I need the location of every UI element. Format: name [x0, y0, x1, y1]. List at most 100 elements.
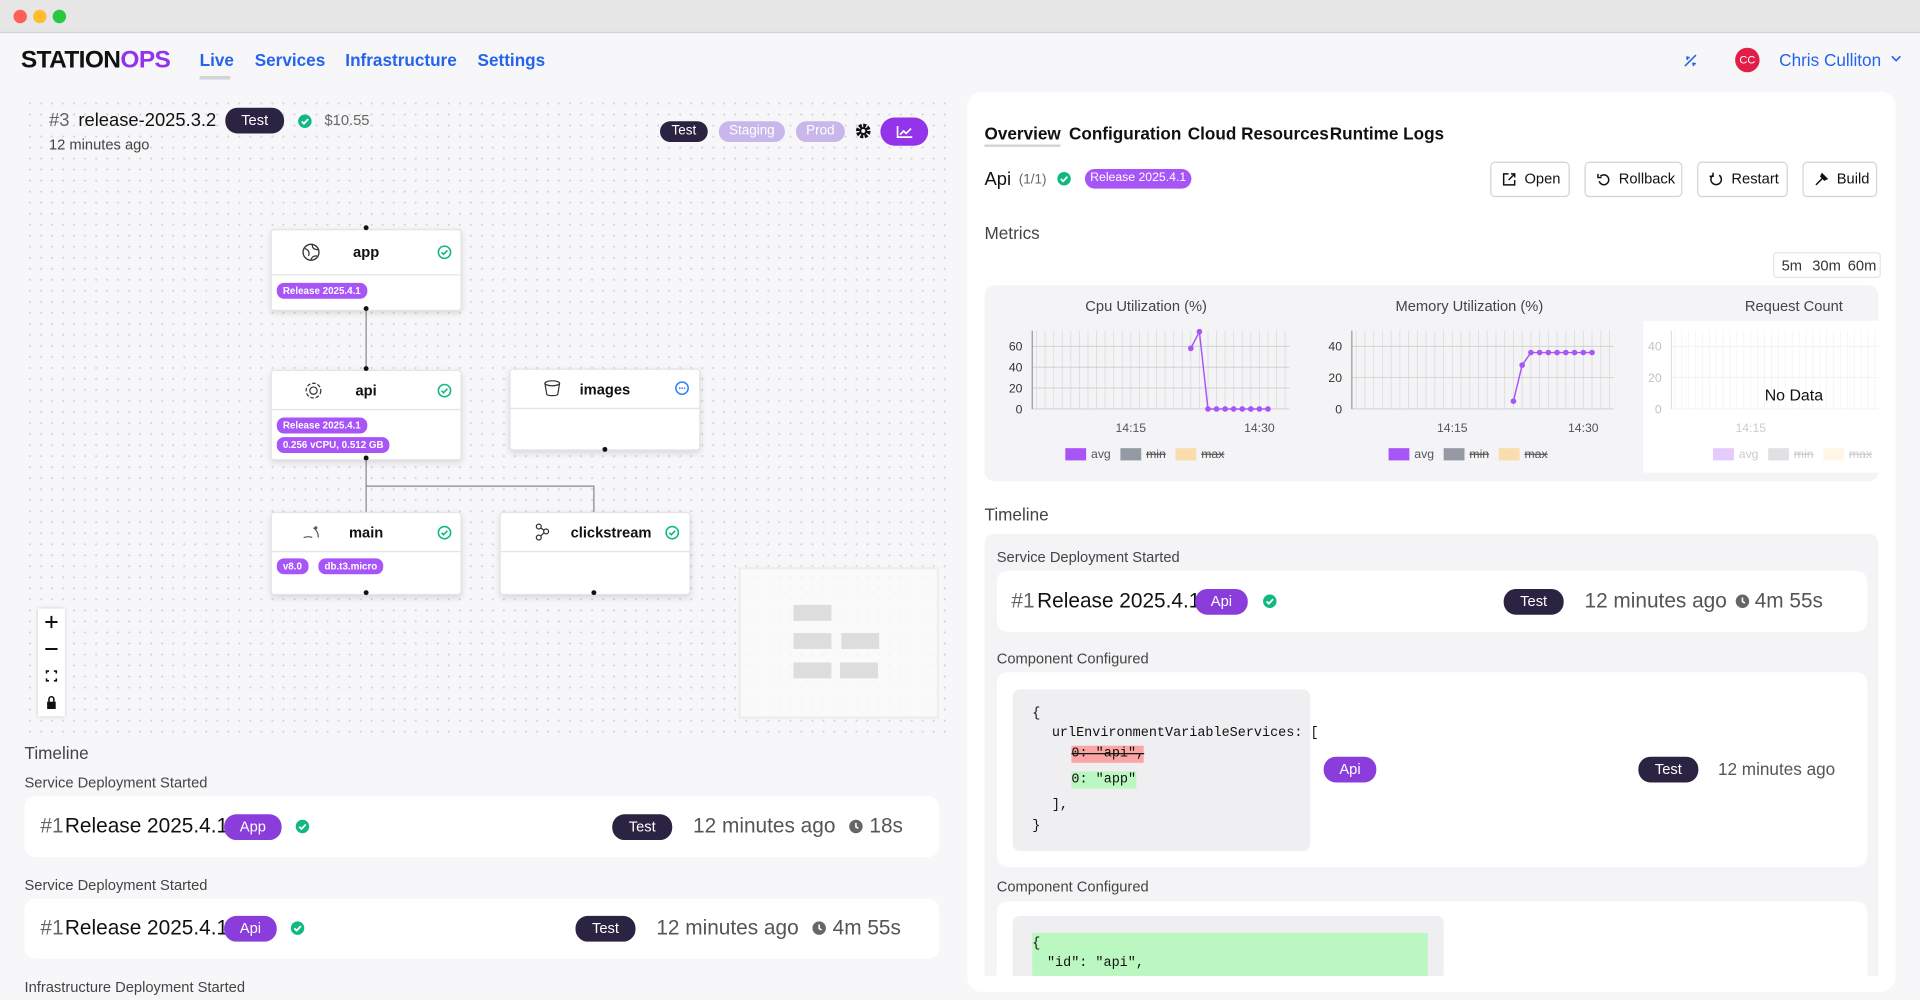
- button-label: Restart: [1731, 170, 1779, 188]
- data-point: [1213, 406, 1220, 412]
- range-option[interactable]: 60m: [1847, 257, 1877, 275]
- event-card[interactable]: #1 Release 2025.4.1 Api Test 12 minutes …: [24, 898, 940, 959]
- minimap[interactable]: [738, 566, 940, 719]
- env-filter[interactable]: Test: [660, 121, 708, 143]
- node-label: main: [348, 524, 384, 542]
- title-bar: [0, 0, 1920, 34]
- y-tick-label: 60: [1009, 340, 1023, 354]
- node-icon: [302, 243, 320, 261]
- theme-icon[interactable]: [1682, 53, 1698, 69]
- data-point: [1256, 406, 1263, 412]
- service-node[interactable]: api Release 2025.4.1 0.256 vCPU, 0.512 G…: [270, 369, 462, 461]
- graph-edges: [365, 308, 595, 514]
- node-label: app: [353, 243, 380, 261]
- event-card[interactable]: #1 Release 2025.4.1 Api Test 12 minutes …: [996, 570, 1868, 632]
- event-card[interactable]: #1 Release 2025.4.1 App Test 12 minutes …: [24, 795, 940, 858]
- zoom-controls: [37, 608, 65, 717]
- logo[interactable]: STATIONOPS: [21, 46, 171, 75]
- node-icon: [535, 523, 550, 541]
- x-tick-label: 14:15: [1116, 421, 1147, 435]
- nav-link[interactable]: Live: [199, 50, 234, 70]
- zoom-in[interactable]: [38, 609, 65, 636]
- status-pending-icon: [675, 381, 689, 396]
- button-label: Build: [1836, 170, 1870, 188]
- data-point: [1563, 349, 1569, 356]
- tab[interactable]: Runtime Logs: [1329, 123, 1445, 144]
- edge: [365, 308, 595, 514]
- status-ok-icon: [665, 525, 680, 540]
- legend-label: max: [1201, 447, 1224, 461]
- minimize-dot[interactable]: [33, 9, 47, 24]
- nav-link[interactable]: Settings: [477, 50, 546, 70]
- event-card[interactable]: { "id": "api",: [996, 901, 1868, 976]
- logo-accent: OPS: [120, 46, 171, 74]
- minimap-node: [793, 604, 832, 621]
- nav-link[interactable]: Services: [254, 50, 326, 70]
- range-option[interactable]: 30m: [1812, 257, 1841, 275]
- env-filter[interactable]: Staging: [718, 121, 785, 143]
- tab[interactable]: Configuration: [1068, 123, 1182, 144]
- legend-label: max: [1524, 447, 1547, 461]
- build-button[interactable]: Build: [1802, 161, 1878, 198]
- open-button[interactable]: Open: [1490, 161, 1570, 198]
- env-filter[interactable]: Prod: [795, 121, 845, 143]
- nav-link[interactable]: Infrastructure: [345, 50, 457, 70]
- data-point: [1554, 349, 1560, 356]
- close-dot[interactable]: [13, 9, 27, 24]
- timeline-title: Timeline: [24, 743, 89, 763]
- zoom-dot[interactable]: [52, 9, 67, 24]
- range-option[interactable]: 5m: [1781, 257, 1803, 275]
- chart-title: Memory Utilization (%): [1396, 299, 1544, 315]
- legend-label: avg: [1739, 447, 1759, 461]
- tab[interactable]: Cloud Resources: [1187, 123, 1329, 144]
- port: [363, 225, 369, 231]
- y-tick-label: 20: [1009, 381, 1023, 395]
- status-ok-icon: [437, 245, 452, 260]
- user-menu-chevron[interactable]: [1891, 55, 1902, 62]
- open-icon: [1502, 173, 1516, 186]
- event-heading: Service Deployment Started: [24, 773, 208, 792]
- code-line: "id": "api",: [1046, 956, 1144, 972]
- x-tick-label: 14:15: [1735, 421, 1766, 435]
- event-card[interactable]: { urlEnvironmentVariableServices: [ 0: "…: [996, 672, 1868, 867]
- avatar[interactable]: CC: [1735, 47, 1760, 73]
- lock-view[interactable]: [38, 689, 65, 716]
- event-heading: Component Configured: [996, 877, 1149, 896]
- node-label: api: [355, 382, 377, 400]
- legend-swatch: [1388, 448, 1410, 461]
- service-node[interactable]: images: [509, 368, 701, 451]
- node-header: [510, 370, 700, 409]
- minimap-node: [793, 633, 832, 649]
- data-point: [1265, 406, 1271, 412]
- env-badge: Test: [575, 915, 636, 942]
- restart-button[interactable]: Restart: [1697, 161, 1788, 198]
- metrics-toggle[interactable]: [880, 117, 929, 146]
- settings-gear[interactable]: [855, 122, 872, 139]
- service-badge: Api: [224, 915, 277, 942]
- tab[interactable]: Overview: [984, 123, 1061, 144]
- zoom-out[interactable]: [38, 636, 65, 663]
- data-point: [1510, 398, 1517, 404]
- node-icon: [303, 526, 319, 539]
- x-tick-label: 14:30: [1568, 421, 1599, 435]
- data-point: [1222, 406, 1228, 412]
- fit-view[interactable]: [38, 662, 65, 689]
- data-point: [1580, 349, 1587, 356]
- rollback-button[interactable]: Rollback: [1584, 161, 1683, 198]
- status-ok-icon: [437, 383, 452, 398]
- event-heading: Component Configured: [996, 650, 1149, 668]
- chart: 14:15 0 20 40 avg min max: [1648, 330, 1879, 461]
- user-name[interactable]: Chris Culliton: [1779, 50, 1882, 70]
- legend-swatch: [1120, 448, 1142, 461]
- code-line: ],: [1051, 798, 1069, 814]
- event-time: 12 minutes ago: [693, 814, 836, 838]
- service-node[interactable]: clickstream: [499, 511, 691, 596]
- chart-title: Request Count: [1745, 299, 1843, 315]
- y-tick-label: 40: [1648, 340, 1662, 354]
- node-header: [271, 230, 461, 276]
- event-number: #1: [1011, 588, 1035, 613]
- chart: 14:15 14:30 0 20 40 60 avg min max: [1009, 328, 1290, 461]
- series-line: [1190, 329, 1268, 410]
